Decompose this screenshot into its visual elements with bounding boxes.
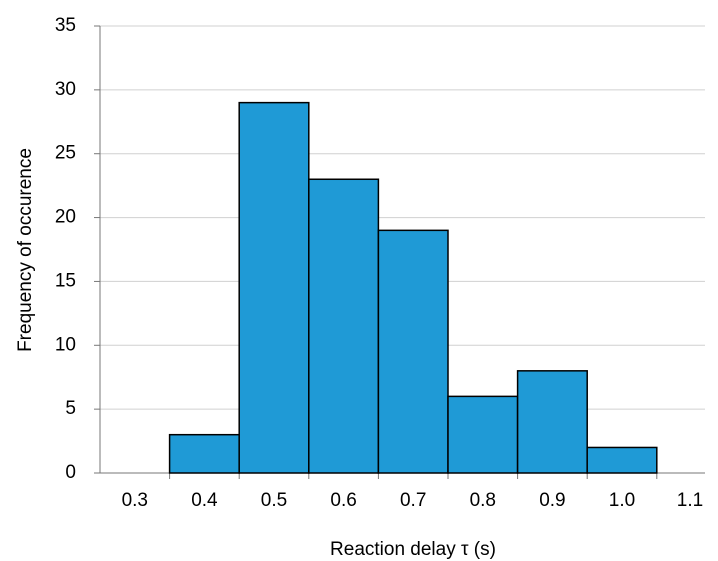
y-tick-label: 20 <box>55 207 76 228</box>
bar <box>516 370 588 474</box>
x-tick-label: 0.3 <box>122 490 148 511</box>
bar <box>447 395 519 474</box>
bar <box>586 446 658 474</box>
x-tick-label: 0.6 <box>330 490 356 511</box>
y-tick-label: 30 <box>55 79 76 100</box>
y-tick-label: 10 <box>55 334 76 355</box>
bar <box>238 101 310 474</box>
y-tick-label: 35 <box>55 15 76 36</box>
bar <box>308 178 380 474</box>
y-tick-label: 0 <box>65 462 76 483</box>
x-tick-label: 1.0 <box>609 490 635 511</box>
x-tick-label: 0.8 <box>470 490 496 511</box>
x-tick-label: 0.9 <box>539 490 565 511</box>
x-axis-title: Reaction delay τ (s) <box>330 539 496 560</box>
y-tick-label: 25 <box>55 143 76 164</box>
y-axis-title: Frequency of occurence <box>15 148 36 352</box>
bar <box>168 433 240 474</box>
x-tick-label: 1.1 <box>677 490 703 511</box>
bar <box>377 229 449 474</box>
y-tick-label: 15 <box>55 270 76 291</box>
x-tick-label: 0.4 <box>191 490 218 511</box>
x-tick-label: 0.5 <box>261 490 287 511</box>
x-tick-label: 0.7 <box>400 490 426 511</box>
y-tick-label: 5 <box>65 398 76 419</box>
